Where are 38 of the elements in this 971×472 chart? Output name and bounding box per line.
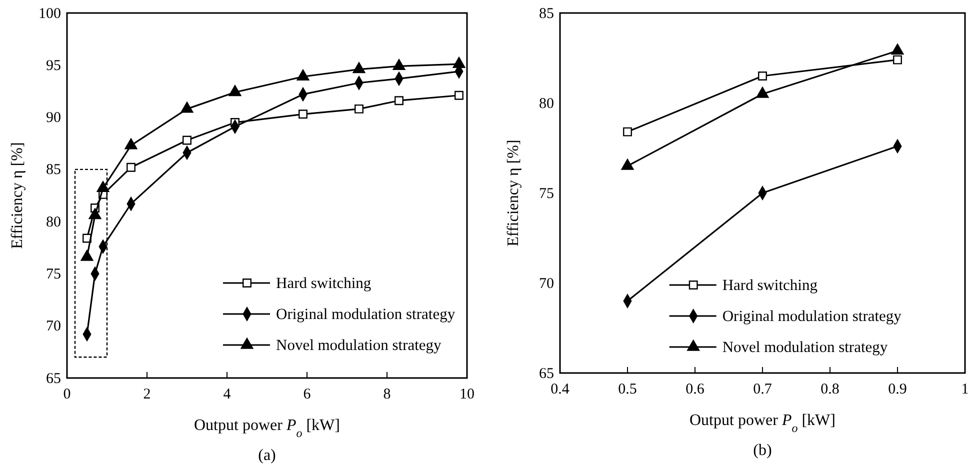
x-tick-label: 6 bbox=[303, 386, 312, 403]
y-tick-label: 100 bbox=[38, 6, 61, 22]
x-tick-label: 8 bbox=[383, 386, 391, 403]
y-tick-label: 85 bbox=[539, 6, 554, 22]
x-tick-label: 0 bbox=[63, 386, 71, 403]
legend-label: Novel modulation strategy bbox=[276, 337, 442, 354]
y-tick-label: 90 bbox=[46, 110, 61, 126]
x-tick-label: 2 bbox=[143, 386, 151, 403]
x-tick-label: 0.6 bbox=[686, 382, 705, 398]
x-tick-label: 0.8 bbox=[820, 382, 840, 398]
x-axis-title: Output power P$_{o}$ [kW] bbox=[194, 417, 340, 440]
x-tick-label: 1 bbox=[961, 382, 969, 398]
y-tick-label: 65 bbox=[46, 370, 61, 387]
y-tick-label: 70 bbox=[539, 276, 554, 292]
legend-label: Hard switching bbox=[722, 277, 818, 294]
text: (b) bbox=[753, 442, 772, 459]
y-tick-label: 95 bbox=[46, 58, 61, 74]
x-tick-label: 0.5 bbox=[618, 382, 637, 398]
y-tick-label: 80 bbox=[46, 214, 61, 230]
x-tick-label: 0.9 bbox=[888, 382, 907, 398]
legend-label: Original modulation strategy bbox=[276, 306, 456, 323]
x-tick-label: 0.7 bbox=[753, 382, 772, 398]
y-tick-label: 75 bbox=[539, 186, 554, 202]
x-axis-title: Output power P$_{o}$ [kW] bbox=[690, 412, 836, 435]
y-tick-label: 70 bbox=[46, 318, 61, 335]
text: (a) bbox=[258, 447, 276, 464]
y-tick-label: 65 bbox=[539, 366, 554, 382]
legend-label: Hard switching bbox=[276, 275, 372, 292]
legend-label: Novel modulation strategy bbox=[722, 339, 888, 356]
legend-label: Original modulation strategy bbox=[722, 308, 902, 325]
y-axis-title: Efficiency η [%] bbox=[505, 140, 522, 246]
y-tick-label: 80 bbox=[539, 96, 554, 112]
y-tick-label: 75 bbox=[46, 266, 61, 283]
x-tick-label: 4 bbox=[223, 386, 232, 403]
x-tick-label: 0.4 bbox=[550, 382, 570, 398]
y-tick-label: 85 bbox=[46, 162, 61, 178]
x-tick-label: 10 bbox=[460, 386, 474, 403]
y-axis-title: Efficiency η [%] bbox=[9, 142, 26, 249]
